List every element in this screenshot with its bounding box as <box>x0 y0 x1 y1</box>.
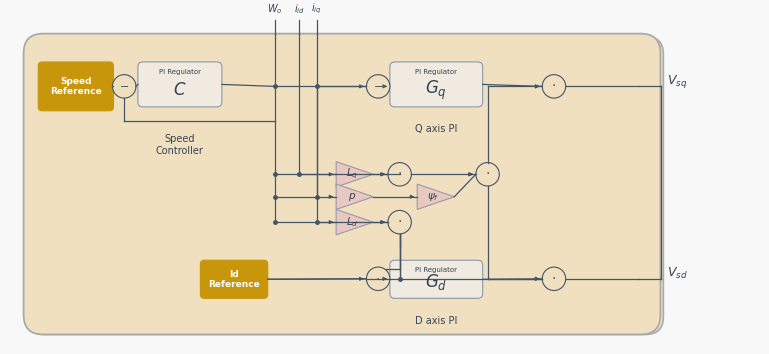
FancyBboxPatch shape <box>38 62 114 111</box>
FancyBboxPatch shape <box>24 34 661 335</box>
Circle shape <box>367 267 390 291</box>
Circle shape <box>388 162 411 186</box>
Text: $G_q$: $G_q$ <box>425 79 448 102</box>
Text: $V_{sq}$: $V_{sq}$ <box>667 73 687 90</box>
Polygon shape <box>336 161 373 187</box>
Text: ·: · <box>398 167 402 181</box>
Text: $p$: $p$ <box>348 191 356 203</box>
Text: ·: · <box>485 167 490 181</box>
Text: Speed
Reference: Speed Reference <box>50 77 102 96</box>
Text: PI Regulator: PI Regulator <box>415 267 458 273</box>
Text: $\psi_f$: $\psi_f$ <box>427 191 439 203</box>
Text: $L_q$: $L_q$ <box>346 167 358 182</box>
Text: ·: · <box>552 79 556 93</box>
Text: $L_d$: $L_d$ <box>345 215 358 229</box>
Text: PI Regulator: PI Regulator <box>159 69 201 75</box>
Text: $W_o$: $W_o$ <box>267 2 282 16</box>
Text: −: − <box>374 82 383 92</box>
Circle shape <box>542 75 566 98</box>
Polygon shape <box>418 184 454 210</box>
Text: $V_{sd}$: $V_{sd}$ <box>667 266 688 281</box>
Text: ·: · <box>398 215 402 229</box>
FancyBboxPatch shape <box>27 36 664 335</box>
Text: Speed
Controller: Speed Controller <box>156 134 204 156</box>
Circle shape <box>388 210 411 234</box>
Text: ·: · <box>376 273 381 287</box>
Text: $G_d$: $G_d$ <box>425 272 448 292</box>
Circle shape <box>476 162 499 186</box>
Text: Id
Reference: Id Reference <box>208 270 260 289</box>
FancyBboxPatch shape <box>390 62 483 107</box>
FancyBboxPatch shape <box>390 260 483 298</box>
Circle shape <box>542 267 566 291</box>
Circle shape <box>367 75 390 98</box>
Text: $i_{iq}$: $i_{iq}$ <box>311 2 322 16</box>
Polygon shape <box>336 184 373 210</box>
Text: Q axis PI: Q axis PI <box>415 125 458 135</box>
Text: D axis PI: D axis PI <box>415 316 458 326</box>
Text: ·: · <box>552 272 556 286</box>
Text: $i_{id}$: $i_{id}$ <box>294 2 305 16</box>
FancyBboxPatch shape <box>138 62 222 107</box>
Text: −: − <box>119 82 129 92</box>
Polygon shape <box>336 210 373 235</box>
Text: $C$: $C$ <box>173 81 187 99</box>
FancyBboxPatch shape <box>201 260 268 298</box>
Text: PI Regulator: PI Regulator <box>415 69 458 75</box>
Circle shape <box>112 75 136 98</box>
